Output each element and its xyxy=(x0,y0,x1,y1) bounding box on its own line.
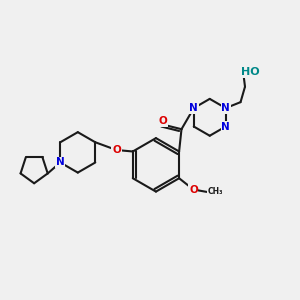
Text: N: N xyxy=(189,103,198,113)
Text: N: N xyxy=(221,103,230,113)
Text: N: N xyxy=(56,158,65,167)
Text: CH₃: CH₃ xyxy=(207,188,223,196)
Text: N: N xyxy=(221,122,230,131)
Text: O: O xyxy=(112,145,121,155)
Text: O: O xyxy=(189,184,198,194)
Text: HO: HO xyxy=(241,67,260,77)
Text: O: O xyxy=(159,116,167,126)
